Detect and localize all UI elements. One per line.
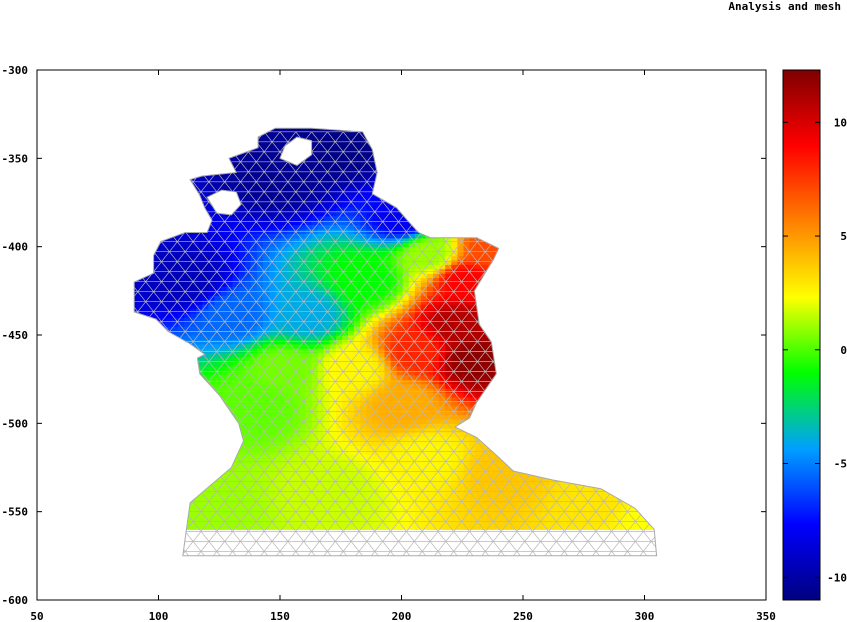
y-tick-label: -500 — [2, 417, 29, 430]
y-tick-label: -550 — [2, 506, 29, 519]
colorbar-axis: 10 5 0 -5 -10 — [783, 116, 847, 584]
x-tick-label: 150 — [270, 610, 290, 622]
colorbar-tick-label: 10 — [834, 116, 847, 129]
x-tick-label: 200 — [392, 610, 412, 622]
colorbar-tick-label: 0 — [840, 344, 847, 357]
axes: 50 100 150 200 250 300 350 -300 -350 -400 -450 -500… — [2, 64, 776, 622]
y-tick-label: -350 — [2, 152, 29, 165]
x-tick-label: 350 — [756, 610, 776, 622]
y-tick-label: -300 — [2, 64, 29, 77]
colorbar-tick-label: -10 — [827, 571, 847, 584]
chart-title: Analysis and mesh — [728, 0, 841, 13]
y-tick-label: -400 — [2, 241, 29, 254]
colorbar-tick-label: -5 — [834, 458, 847, 471]
x-tick-label: 100 — [149, 610, 169, 622]
y-tick-label: -600 — [2, 594, 29, 607]
colorbar-tick-label: 5 — [840, 230, 847, 243]
colorbar — [782, 69, 821, 601]
mesh-outline — [133, 127, 658, 557]
x-tick-label: 50 — [30, 610, 43, 622]
x-tick-label: 300 — [635, 610, 655, 622]
x-tick-label: 250 — [513, 610, 533, 622]
y-tick-label: -450 — [2, 329, 29, 342]
heatmap-field — [134, 128, 657, 530]
